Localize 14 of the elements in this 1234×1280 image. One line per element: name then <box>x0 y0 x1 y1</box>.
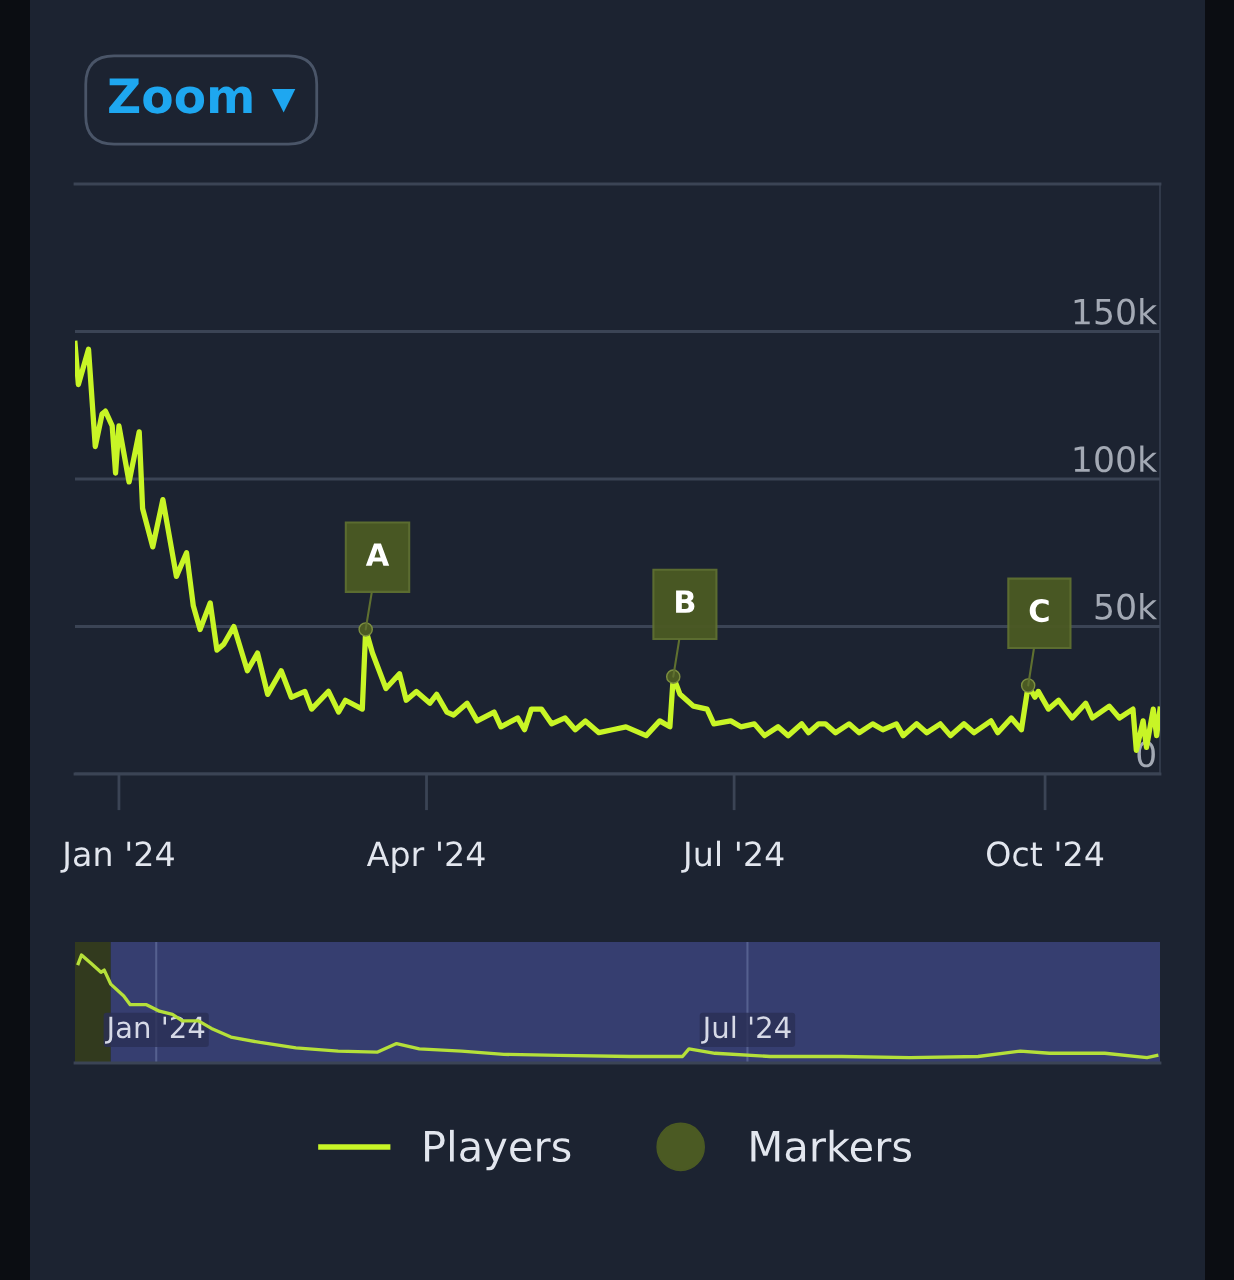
legend-label: Markers <box>751 1129 911 1163</box>
text: Zoom ▾ <box>109 78 296 114</box>
x-tick-label: Jul '24 <box>681 840 784 873</box>
data-label: A <box>365 543 390 566</box>
data-label: C <box>1029 599 1049 623</box>
y-tick-label: 50k <box>1095 592 1158 620</box>
data-label: B <box>676 590 695 613</box>
x-tick-label: Jul '24 <box>701 1015 791 1044</box>
y-tick-label: 100k <box>1074 445 1158 473</box>
x-tick-label: Oct '24 <box>987 841 1104 867</box>
y-tick-label: 150k <box>1074 297 1158 325</box>
legend-label: Players <box>425 1129 571 1171</box>
x-tick-label: Apr '24 <box>366 841 485 873</box>
x-tick-label: Jan '24 <box>60 841 174 873</box>
